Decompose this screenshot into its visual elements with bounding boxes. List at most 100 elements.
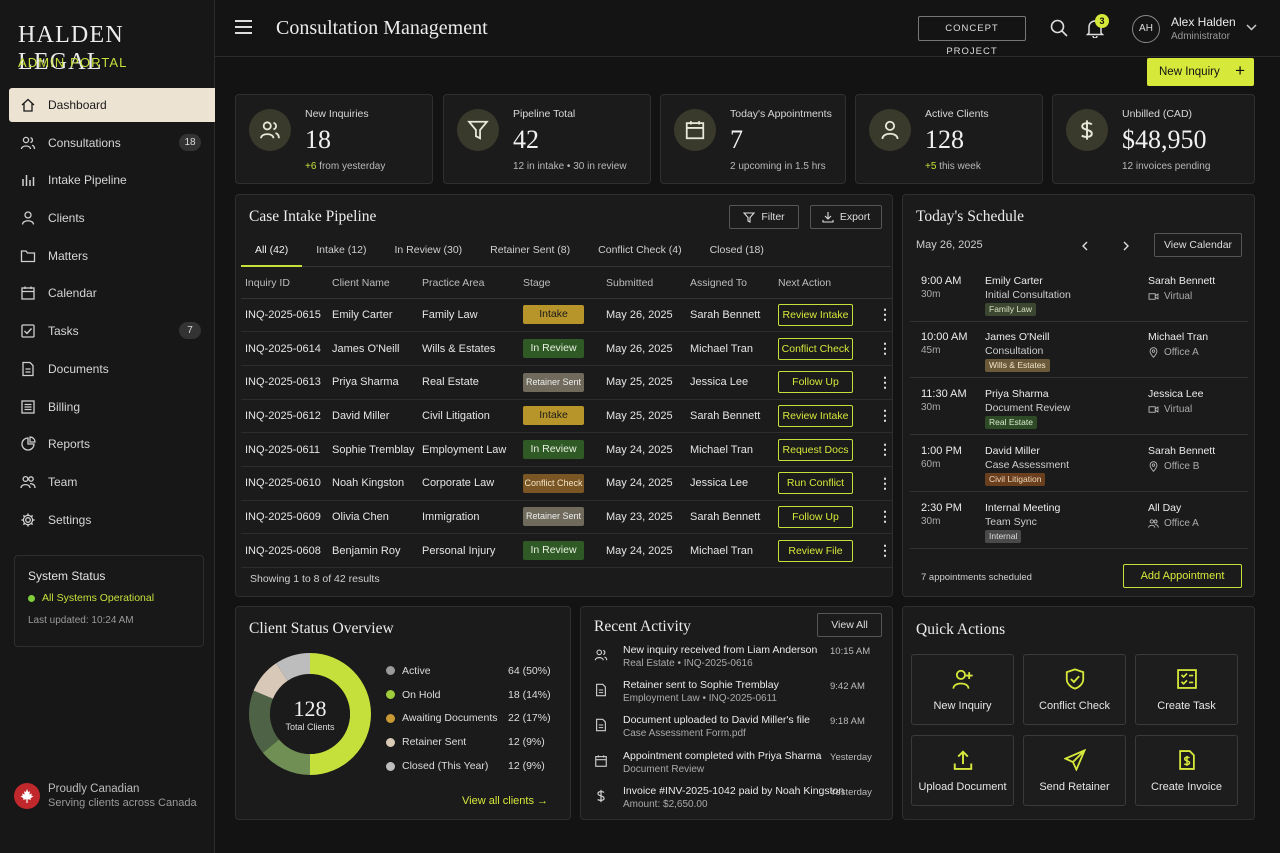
- schedule-item[interactable]: 9:00 AM 30m Emily Carter Initial Consultati…: [910, 265, 1248, 322]
- schedule-item[interactable]: 2:30 PM 30m Internal Meeting Team Sync Inter…: [910, 492, 1248, 549]
- user-name[interactable]: Alex Halden: [1171, 15, 1236, 29]
- next-action-button[interactable]: Review Intake: [778, 404, 853, 427]
- tab-retainer-sent[interactable]: Retainer Sent (8): [490, 244, 571, 256]
- schedule-item[interactable]: 11:30 AM 30m Priya Sharma Document Review Re…: [910, 378, 1248, 435]
- table-row[interactable]: INQ-2025-0611 Sophie Tremblay Employment L…: [241, 432, 892, 467]
- chevron-left-icon[interactable]: [1081, 241, 1088, 251]
- activity-item[interactable]: Document uploaded to David Miller's file…: [594, 714, 884, 746]
- sidebar-item-clients[interactable]: Clients: [9, 201, 215, 235]
- new-inquiry-button[interactable]: New Inquiry +: [1147, 58, 1254, 86]
- inquiry-id: INQ-2025-0609: [241, 500, 328, 535]
- schedule-item[interactable]: 1:00 PM 60m David Miller Case Assessment Civ…: [910, 435, 1248, 492]
- stat-subtext: 12 in intake • 30 in review: [513, 161, 627, 172]
- activity-text: Appointment completed with Priya Sharma: [623, 750, 822, 762]
- activity-item[interactable]: Invoice #INV-2025-1042 paid by Noah King…: [594, 785, 884, 817]
- sidebar-item-team[interactable]: Team: [9, 465, 215, 499]
- next-action-button[interactable]: Run Conflict: [778, 472, 853, 495]
- view-all-activity-button[interactable]: View All: [817, 613, 882, 637]
- tab-conflict-check[interactable]: Conflict Check (4): [598, 244, 682, 256]
- export-button[interactable]: Export: [810, 205, 882, 229]
- activity-item[interactable]: Retainer sent to Sophie Tremblay Employme…: [594, 679, 884, 711]
- add-appointment-button[interactable]: Add Appointment: [1123, 564, 1242, 588]
- system-status-updated: Last updated: 10:24 AM: [28, 615, 134, 626]
- table-row[interactable]: INQ-2025-0609 Olivia Chen Immigration Retai…: [241, 500, 892, 535]
- sidebar-item-calendar[interactable]: Calendar: [9, 276, 215, 310]
- next-action-button[interactable]: Review File: [778, 539, 853, 562]
- activity-item[interactable]: New inquiry received from Liam Anderson R…: [594, 644, 884, 676]
- assigned-to: Michael Tran: [686, 533, 774, 568]
- column-header[interactable]: Submitted: [602, 268, 686, 299]
- more-vertical-icon[interactable]: ⋮: [878, 508, 892, 525]
- donut-slice-retainer-sent[interactable]: [253, 663, 288, 699]
- next-action-button[interactable]: Follow Up: [778, 505, 853, 528]
- schedule-item[interactable]: 10:00 AM 45m James O'Neill Consultation Will…: [910, 321, 1248, 378]
- next-action-button[interactable]: Review Intake: [778, 303, 853, 326]
- tab-all[interactable]: All (42): [241, 239, 303, 267]
- donut-slice-on-hold[interactable]: [262, 739, 310, 775]
- sidebar-item-billing[interactable]: Billing: [9, 390, 215, 424]
- column-header[interactable]: Assigned To: [686, 268, 774, 299]
- more-vertical-icon[interactable]: ⋮: [878, 306, 892, 323]
- quick-action-new-inquiry[interactable]: New Inquiry: [911, 654, 1014, 725]
- sidebar-item-intake-pipeline[interactable]: Intake Pipeline: [9, 163, 215, 197]
- activity-item[interactable]: Appointment completed with Priya Sharma D…: [594, 750, 884, 782]
- table-row[interactable]: INQ-2025-0613 Priya Sharma Real Estate Reta…: [241, 365, 892, 400]
- tab-in-review[interactable]: In Review (30): [394, 244, 463, 256]
- next-action-button[interactable]: Conflict Check: [778, 337, 853, 360]
- column-header[interactable]: Inquiry ID: [241, 268, 328, 299]
- column-header[interactable]: Practice Area: [418, 268, 519, 299]
- stat-icon-circle: [674, 109, 716, 151]
- table-row[interactable]: INQ-2025-0608 Benjamin Roy Personal Injury…: [241, 533, 892, 568]
- column-header[interactable]: Stage: [519, 268, 602, 299]
- table-row[interactable]: INQ-2025-0614 James O'Neill Wills & Estate…: [241, 331, 892, 366]
- table-row[interactable]: INQ-2025-0615 Emily Carter Family Law Intak…: [241, 298, 892, 333]
- status-dot-icon: [28, 594, 35, 602]
- sidebar-item-documents[interactable]: Documents: [9, 352, 215, 386]
- sidebar-item-consultations[interactable]: Consultations 18: [9, 126, 215, 160]
- more-vertical-icon[interactable]: ⋮: [878, 407, 892, 424]
- donut-slice-awaiting-documents[interactable]: [249, 690, 280, 753]
- next-action-button[interactable]: Request Docs: [778, 438, 853, 461]
- menu-icon[interactable]: [235, 20, 252, 34]
- pin-icon: [1149, 461, 1158, 472]
- chevron-down-icon[interactable]: [1246, 24, 1257, 31]
- legend-label: On Hold: [402, 688, 441, 701]
- donut-slice-closed-this-year[interactable]: [276, 653, 310, 681]
- sidebar-item-tasks[interactable]: Tasks 7: [9, 314, 215, 348]
- next-action-button[interactable]: Follow Up: [778, 371, 853, 394]
- quick-action-send-retainer[interactable]: Send Retainer: [1023, 735, 1126, 806]
- column-header[interactable]: Client Name: [328, 268, 418, 299]
- avatar[interactable]: AH: [1132, 15, 1160, 43]
- table-row[interactable]: INQ-2025-0610 Noah Kingston Corporate Law C…: [241, 466, 892, 501]
- client-status-title: Client Status Overview: [249, 620, 394, 637]
- chevron-right-icon[interactable]: [1123, 241, 1130, 251]
- quick-action-conflict-check[interactable]: Conflict Check: [1023, 654, 1126, 725]
- sidebar-item-matters[interactable]: Matters: [9, 239, 215, 273]
- more-vertical-icon[interactable]: ⋮: [878, 441, 892, 458]
- view-calendar-button[interactable]: View Calendar: [1154, 233, 1242, 257]
- tab-intake[interactable]: Intake (12): [316, 244, 367, 256]
- more-vertical-icon[interactable]: ⋮: [878, 542, 892, 559]
- view-all-clients-link[interactable]: View all clients →: [462, 795, 548, 807]
- donut-slice-active[interactable]: [310, 653, 371, 775]
- table-row[interactable]: INQ-2025-0612 David Miller Civil Litigatio…: [241, 399, 892, 434]
- quick-action-create-task[interactable]: Create Task: [1135, 654, 1238, 725]
- system-status-panel: System Status All Systems Operational La…: [14, 555, 204, 647]
- row-menu-cell: ⋮: [874, 331, 892, 366]
- sidebar-item-reports[interactable]: Reports: [9, 427, 215, 461]
- sidebar-item-settings[interactable]: Settings: [9, 503, 215, 537]
- more-vertical-icon[interactable]: ⋮: [878, 373, 892, 390]
- quick-action-upload-document[interactable]: Upload Document: [911, 735, 1014, 806]
- filter-button[interactable]: Filter: [729, 205, 799, 229]
- submitted-date: May 26, 2025: [602, 298, 686, 333]
- sidebar-item-dashboard[interactable]: Dashboard: [9, 88, 215, 122]
- more-vertical-icon[interactable]: ⋮: [878, 340, 892, 357]
- row-menu-cell: ⋮: [874, 298, 892, 333]
- inquiry-id: INQ-2025-0611: [241, 432, 328, 467]
- column-header[interactable]: Next Action: [774, 268, 874, 299]
- tab-closed[interactable]: Closed (18): [709, 244, 764, 256]
- search-icon[interactable]: [1050, 19, 1068, 37]
- concept-project-badge[interactable]: CONCEPT PROJECT: [918, 16, 1026, 57]
- more-vertical-icon[interactable]: ⋮: [878, 474, 892, 491]
- quick-action-create-invoice[interactable]: Create Invoice: [1135, 735, 1238, 806]
